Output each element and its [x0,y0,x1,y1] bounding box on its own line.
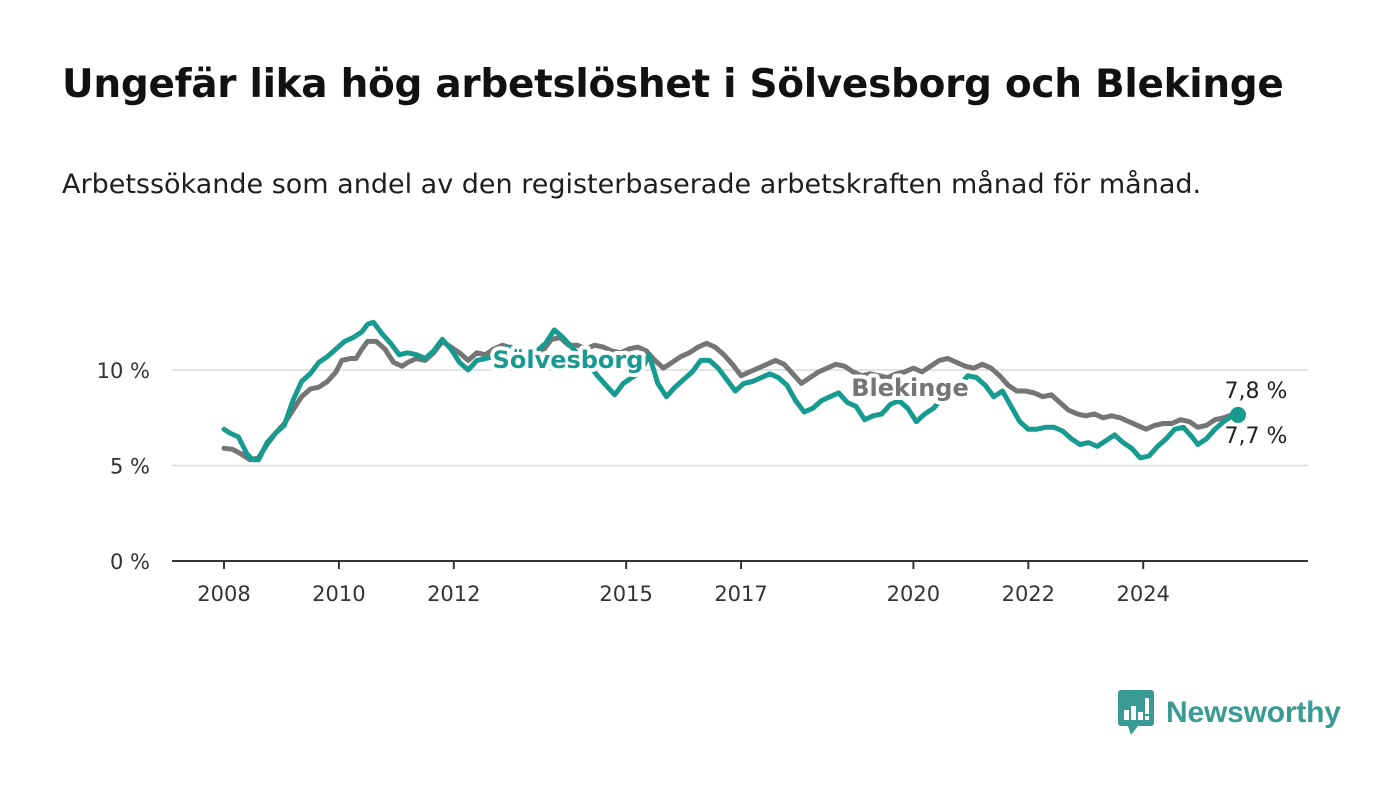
end-value-label: 7,7 % [1225,424,1288,449]
end-value-label-halo: 7,8 % [1225,379,1288,404]
x-tick-label: 2024 [1116,582,1169,606]
series-label-halo-s-lvesborg: Sölvesborg [493,346,644,374]
bar-chart-speech-bubble-icon [1118,690,1154,735]
x-tick-label: 2022 [1002,582,1055,606]
end-value-label: 7,8 % [1225,379,1288,404]
end-point-marker [1230,406,1246,423]
x-tick-label: 2020 [887,582,940,606]
y-tick-label: 10 % [97,359,150,383]
y-tick-label: 0 % [110,550,150,574]
chart-title: Ungefär lika hög arbetslöshet i Sölvesbo… [62,62,1284,107]
gridlines: 0 % 5 % 10 % [97,359,1308,574]
series-label-s-lvesborg: Sölvesborg [493,346,644,374]
series-labels: BlekingeBlekingeSölvesborgSölvesborg7,8 … [489,342,1291,452]
brand-name: Newsworthy [1166,696,1341,729]
series-label-blekinge: Blekinge [851,374,969,402]
x-tick-label: 2012 [427,582,480,606]
end-value-label-halo: 7,7 % [1225,424,1288,449]
series-line-s-lvesborg [221,319,1241,463]
x-tick-label: 2010 [312,582,365,606]
series-lines [221,319,1241,463]
x-tick-label: 2015 [599,582,652,606]
series-line-blekinge [221,335,1241,463]
x-tick-label: 2017 [714,582,767,606]
y-tick-label: 5 % [110,455,150,479]
series-label-halo-blekinge: Blekinge [851,374,969,402]
chart-subtitle: Arbetssökande som andel av den registerb… [62,169,1202,200]
newsworthy-logo: Newsworthy [1118,690,1341,736]
x-tick-label: 2008 [197,582,250,606]
x-axis: 2008 2010 2012 2015 2017 2020 2022 2024 [172,560,1308,606]
